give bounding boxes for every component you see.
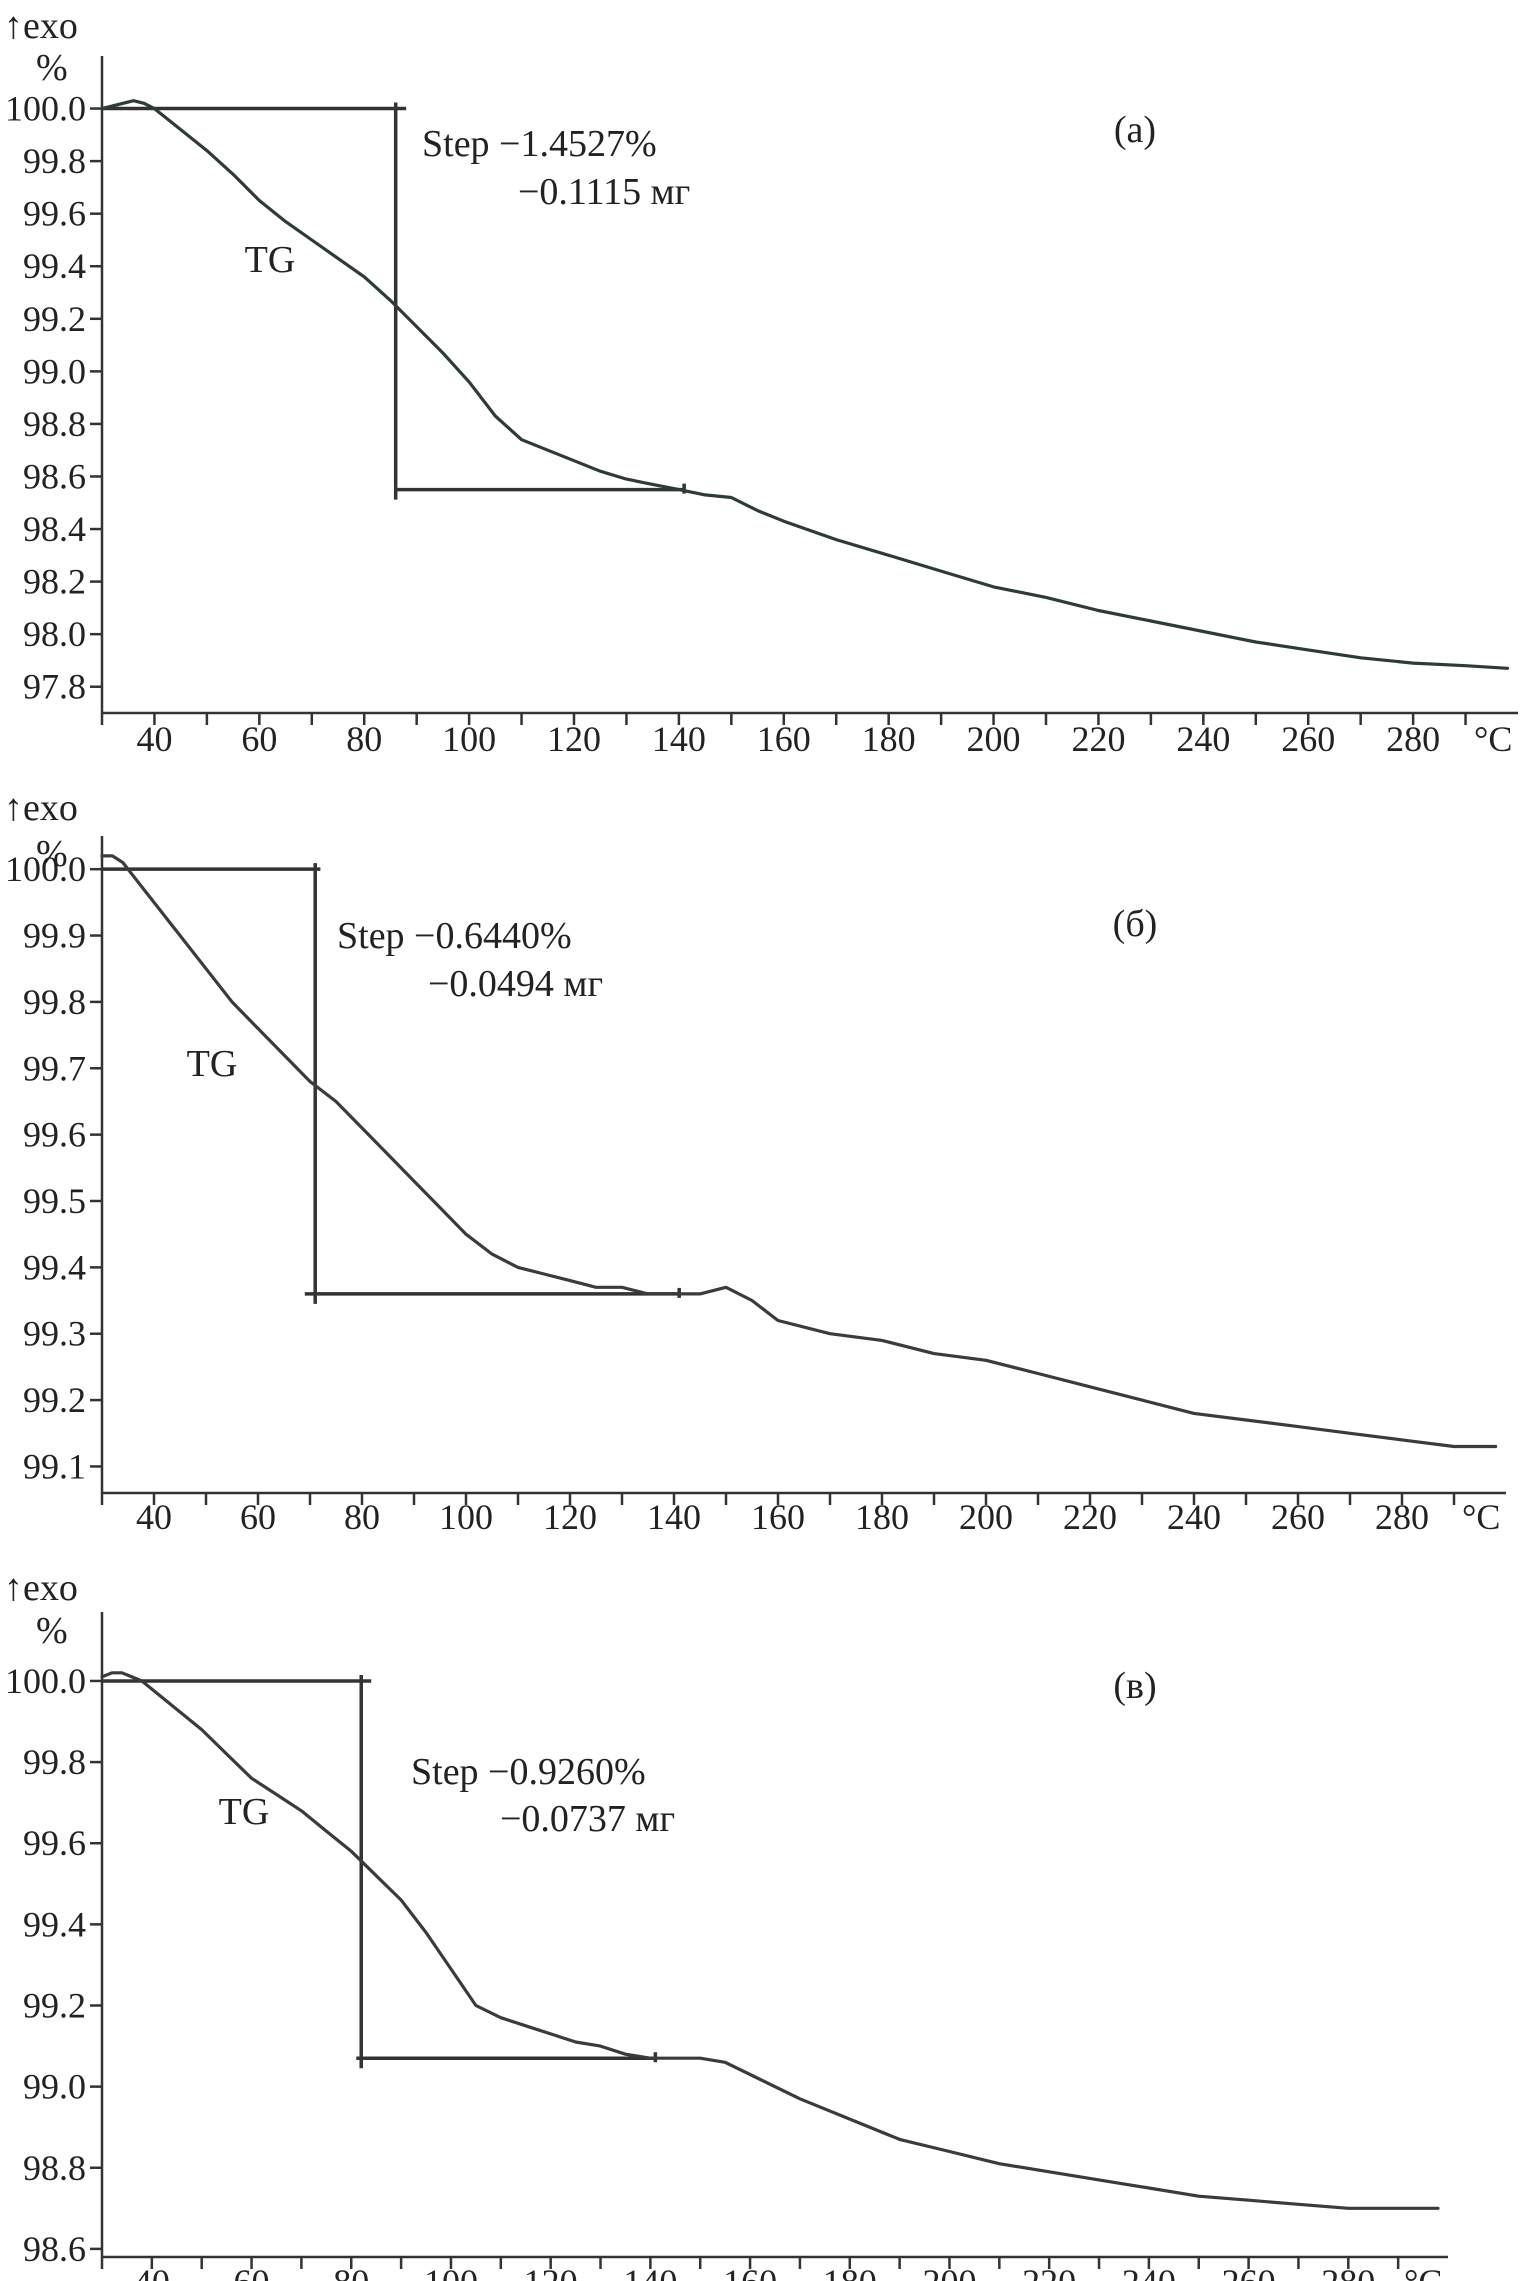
y-tick-label: 100.0 <box>5 1661 86 1701</box>
x-tick-label: 60 <box>241 719 277 759</box>
y-tick-label: 99.0 <box>23 2067 86 2107</box>
x-tick-label: 80 <box>333 2262 369 2281</box>
x-tick-label: 260 <box>1281 719 1335 759</box>
y-tick-label: 98.8 <box>23 404 86 444</box>
x-tick-label: 120 <box>543 1497 597 1537</box>
y-axis-label: % <box>36 833 68 875</box>
tg-panel-2: 99.1 99.2 99.3 99.4 99.5 99.6 99.7 99.8 99.9 100.… <box>4 787 1506 1537</box>
tg-curve-line <box>100 99 1510 670</box>
x-unit-label: °C <box>1474 719 1512 759</box>
x-tick-label: 120 <box>547 719 601 759</box>
y-tick-label: 99.8 <box>23 1742 86 1782</box>
x-tick-label: 240 <box>1176 719 1230 759</box>
x-tick-label: 200 <box>959 1497 1013 1537</box>
x-tick-label: 240 <box>1122 2262 1176 2281</box>
x-tick-label: 260 <box>1222 2262 1276 2281</box>
x-tick-label: 240 <box>1167 1497 1221 1537</box>
y-tick-label: 98.8 <box>23 2148 86 2188</box>
x-tick-label: 280 <box>1386 719 1440 759</box>
step-percent-label: Step −0.6440% <box>337 915 572 957</box>
curve-label: TG <box>187 1043 238 1085</box>
exo-label: ↑exo <box>4 5 78 47</box>
y-tick-label: 98.4 <box>23 509 86 549</box>
x-tick-label: 140 <box>647 1497 701 1537</box>
y-tick-label: 99.0 <box>23 351 86 391</box>
tg-curve-line <box>100 854 1498 1449</box>
y-tick-label: 99.6 <box>23 194 86 234</box>
panel-label: (в) <box>1113 1665 1156 1707</box>
curve-label: TG <box>245 239 296 281</box>
exo-label: ↑exo <box>4 787 78 829</box>
x-tick-label: 40 <box>134 2262 170 2281</box>
tg-curve-line <box>100 1671 1440 2210</box>
x-tick-label: 100 <box>442 719 496 759</box>
tg-panel-3: 98.6 98.8 99.0 99.2 99.4 99.6 99.8 100.0 40 60 80 1… <box>4 1567 1448 2281</box>
y-tick-label: 99.6 <box>23 1115 86 1155</box>
y-tick-label: 98.6 <box>23 2229 86 2269</box>
x-tick-label: 220 <box>1063 1497 1117 1537</box>
x-tick-label: 120 <box>524 2262 578 2281</box>
y-tick-label: 98.2 <box>23 562 86 602</box>
y-tick-label: 98.0 <box>23 614 86 654</box>
x-tick-label: 200 <box>967 719 1021 759</box>
x-tick-label: 180 <box>855 1497 909 1537</box>
x-tick-label: 160 <box>757 719 811 759</box>
y-tick-label: 99.9 <box>23 916 86 956</box>
y-tick-label: 97.8 <box>23 667 86 707</box>
y-tick-label: 99.1 <box>23 1446 86 1486</box>
x-tick-label: 80 <box>344 1497 380 1537</box>
y-tick-label: 99.4 <box>23 1904 86 1944</box>
panel-label: (б) <box>1113 903 1158 945</box>
x-tick-label: 160 <box>751 1497 805 1537</box>
y-axis-label: % <box>36 47 68 89</box>
y-tick-label: 99.4 <box>23 1247 86 1287</box>
y-tick-label: 98.6 <box>23 456 86 496</box>
x-tick-label: 100 <box>424 2262 478 2281</box>
x-tick-label: 180 <box>862 719 916 759</box>
x-tick-label: 220 <box>1071 719 1125 759</box>
y-axis-label: % <box>36 1610 68 1652</box>
y-tick-label: 99.2 <box>23 1380 86 1420</box>
x-tick-label: 260 <box>1271 1497 1325 1537</box>
x-tick-label: 180 <box>823 2262 877 2281</box>
y-tick-label: 99.2 <box>23 299 86 339</box>
x-tick-label: 160 <box>723 2262 777 2281</box>
x-tick-label: 280 <box>1321 2262 1375 2281</box>
y-tick-label: 99.8 <box>23 141 86 181</box>
tg-panel-1: 97.8 98.0 98.2 98.4 98.6 98.8 99.0 99.2 99.4 99.6… <box>4 5 1518 759</box>
y-tick-label: 99.8 <box>23 982 86 1022</box>
x-tick-label: 220 <box>1022 2262 1076 2281</box>
x-tick-label: 80 <box>346 719 382 759</box>
step-percent-label: Step −1.4527% <box>422 123 657 165</box>
x-unit-label: °C <box>1462 1497 1500 1537</box>
step-mass-label: −0.0494 мг <box>428 963 603 1005</box>
x-tick-label: 100 <box>439 1497 493 1537</box>
y-tick-label: 99.4 <box>23 246 86 286</box>
curve-label: TG <box>219 1791 270 1833</box>
x-tick-label: 140 <box>652 719 706 759</box>
y-tick-label: 99.2 <box>23 1985 86 2025</box>
x-tick-label: 280 <box>1375 1497 1429 1537</box>
y-tick-label: 99.7 <box>23 1048 86 1088</box>
x-tick-label: 40 <box>136 1497 172 1537</box>
y-tick-label: 99.3 <box>23 1314 86 1354</box>
y-tick-label: 99.5 <box>23 1181 86 1221</box>
y-tick-label: 100.0 <box>5 849 86 889</box>
x-tick-label: 140 <box>623 2262 677 2281</box>
panel-label: (a) <box>1114 109 1156 151</box>
x-tick-label: 40 <box>136 719 172 759</box>
y-tick-label: 99.6 <box>23 1823 86 1863</box>
y-tick-label: 100.0 <box>5 89 86 129</box>
step-mass-label: −0.1115 мг <box>518 171 690 213</box>
x-unit-label: °C <box>1404 2262 1442 2281</box>
x-tick-label: 60 <box>234 2262 270 2281</box>
exo-label: ↑exo <box>4 1567 78 1609</box>
step-percent-label: Step −0.9260% <box>411 1751 646 1793</box>
x-tick-label: 200 <box>922 2262 976 2281</box>
step-mass-label: −0.0737 мг <box>500 1798 675 1840</box>
x-tick-label: 60 <box>240 1497 276 1537</box>
